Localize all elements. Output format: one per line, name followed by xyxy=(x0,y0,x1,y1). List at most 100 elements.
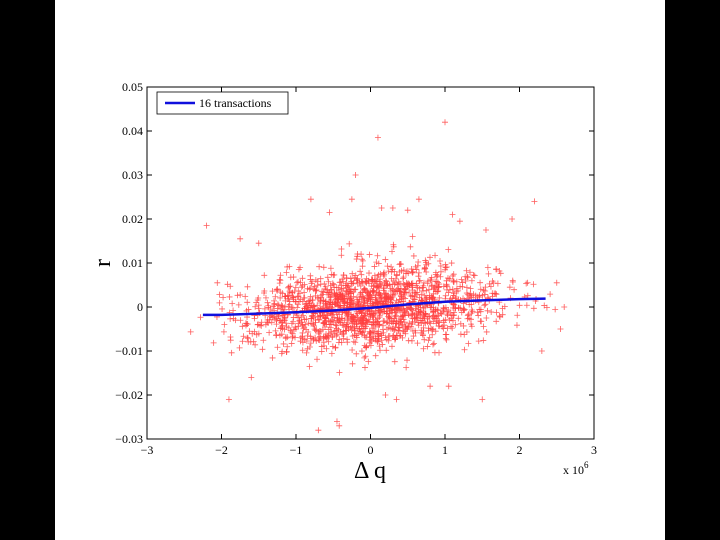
scatter-point xyxy=(357,328,364,335)
scatter-point xyxy=(463,329,470,336)
scatter-point xyxy=(465,311,472,318)
scatter-point xyxy=(324,311,331,318)
scatter-point xyxy=(384,263,391,270)
scatter-point xyxy=(300,325,307,332)
scatter-point xyxy=(396,317,403,324)
scatter-point xyxy=(363,344,370,351)
scatter-point xyxy=(430,312,437,319)
scatter-point xyxy=(352,172,359,178)
scatter-point xyxy=(373,289,380,296)
scatter-point xyxy=(350,318,357,325)
scatter-point xyxy=(399,334,406,341)
scatter-point xyxy=(252,341,259,348)
scatter-point xyxy=(404,281,411,288)
legend-entry-label: 16 transactions xyxy=(199,96,272,110)
scatter-point xyxy=(513,322,520,329)
scatter-point xyxy=(543,304,550,311)
scatter-point xyxy=(338,286,345,293)
scatter-point xyxy=(332,344,339,351)
scatter-point xyxy=(285,303,292,310)
scatter-point xyxy=(261,288,268,295)
scatter-point xyxy=(348,327,355,334)
scatter-point xyxy=(553,279,560,286)
scatter-point xyxy=(373,259,380,266)
scatter-point xyxy=(332,321,339,328)
scatter-point xyxy=(219,305,226,312)
scatter-point xyxy=(392,320,399,327)
scatter-point xyxy=(290,274,297,281)
scatter-point xyxy=(401,281,408,288)
scatter-point xyxy=(374,283,381,290)
scatter-point xyxy=(312,327,319,334)
scatter-point xyxy=(402,330,409,337)
scatter-point xyxy=(277,294,284,301)
scatter-point xyxy=(404,357,411,364)
scatter-point xyxy=(287,327,294,334)
scatter-point xyxy=(475,338,482,345)
scatter-point xyxy=(279,290,286,297)
scatter-point xyxy=(320,304,327,311)
scatter-point xyxy=(468,321,475,328)
scatter-point xyxy=(396,324,403,331)
scatter-point xyxy=(297,279,304,286)
scatter-point xyxy=(393,272,400,279)
scatter-point xyxy=(470,271,477,278)
scatter-point xyxy=(411,289,418,296)
scatter-point xyxy=(396,288,403,295)
scatter-point xyxy=(488,309,495,316)
y-axis-label: r xyxy=(90,259,116,267)
scatter-point xyxy=(338,339,345,346)
scatter-point xyxy=(386,294,393,301)
y-axis-ticks: −0.03 −0.02 −0.01 0 0.01 0.02 0.03 0.04 0.05 xyxy=(115,80,594,446)
scatter-point xyxy=(461,346,468,353)
scatter-point xyxy=(389,205,396,211)
scatter-point xyxy=(244,283,251,290)
scatter-point xyxy=(445,246,452,253)
scatter-point xyxy=(407,243,414,250)
scatter-point xyxy=(484,307,491,314)
scatter-point xyxy=(323,345,330,352)
scatter-point xyxy=(442,119,448,126)
scatter-point xyxy=(228,349,235,356)
scatter-point xyxy=(467,285,474,292)
x-tick-label: 1 xyxy=(442,443,448,457)
scatter-point xyxy=(351,328,358,335)
scatter-point xyxy=(359,256,366,263)
scatter-point xyxy=(388,263,395,270)
scatter-point xyxy=(365,358,372,365)
scatter-point xyxy=(432,278,439,285)
scatter-point xyxy=(334,315,341,322)
scatter-point xyxy=(406,289,413,296)
scatter-point xyxy=(403,326,410,333)
scatter-point xyxy=(430,341,437,348)
scatter-point xyxy=(329,333,336,340)
scatter-point xyxy=(358,320,365,327)
scatter-point xyxy=(374,338,381,345)
scatter-point xyxy=(239,323,246,330)
y-tick-label: 0.02 xyxy=(122,212,143,226)
scatter-point xyxy=(430,285,437,292)
scatter-point xyxy=(264,299,271,306)
scatter-point xyxy=(235,301,242,308)
scatter-point xyxy=(295,288,302,295)
scatter-point xyxy=(322,333,329,340)
scatter-point xyxy=(216,299,223,306)
scatter-chart: −3 −2 −1 0 1 2 3 −0.03 −0.02 −0.01 0 0.01 0.02 0.03 0… xyxy=(90,80,597,484)
scatter-point xyxy=(409,280,416,287)
scatter-point xyxy=(400,274,407,281)
scatter-point xyxy=(547,291,554,298)
scatter-point xyxy=(285,283,292,290)
scatter-point xyxy=(385,315,392,322)
scatter-point xyxy=(524,279,531,286)
scatter-point xyxy=(493,266,500,273)
scatter-point xyxy=(382,277,389,284)
scatter-point xyxy=(252,303,259,310)
scatter-point xyxy=(398,306,405,313)
scatter-point xyxy=(478,318,485,325)
scatter-point xyxy=(382,256,389,263)
scatter-point xyxy=(382,334,389,341)
scatter-point xyxy=(309,297,316,304)
scatter-point xyxy=(336,311,343,318)
scatter-point xyxy=(277,277,284,284)
scatter-point xyxy=(372,352,379,359)
